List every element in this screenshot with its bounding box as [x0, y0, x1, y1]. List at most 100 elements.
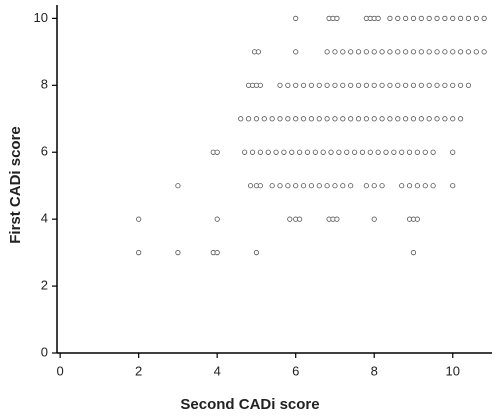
point	[442, 49, 448, 55]
point	[465, 15, 472, 21]
x-tick-label: 2	[135, 363, 142, 378]
point	[387, 49, 393, 55]
point	[426, 15, 432, 21]
point	[457, 15, 464, 21]
point	[375, 15, 381, 21]
point	[410, 82, 417, 88]
point	[379, 183, 385, 189]
point	[457, 82, 464, 88]
point	[136, 216, 142, 222]
point	[418, 82, 424, 88]
point	[418, 49, 424, 55]
point	[399, 183, 405, 189]
point	[426, 82, 432, 88]
point	[336, 149, 342, 155]
point	[379, 82, 385, 88]
point	[253, 250, 260, 256]
point	[334, 15, 340, 21]
point	[395, 82, 401, 88]
point	[257, 183, 263, 189]
point	[383, 149, 389, 155]
point	[430, 149, 436, 155]
point	[465, 82, 472, 88]
point	[418, 116, 424, 122]
x-tick-label: 0	[57, 363, 64, 378]
point	[332, 82, 338, 88]
point	[403, 116, 409, 122]
point	[253, 116, 260, 122]
point	[340, 116, 346, 122]
point	[375, 149, 381, 155]
point	[426, 116, 432, 122]
point	[363, 116, 369, 122]
point	[300, 82, 307, 88]
point	[363, 82, 369, 88]
x-tick-label: 8	[371, 363, 378, 378]
point	[297, 149, 303, 155]
point	[348, 116, 354, 122]
point	[304, 149, 311, 155]
point	[308, 183, 315, 189]
point	[481, 15, 487, 21]
point	[450, 15, 456, 21]
point	[414, 183, 421, 189]
point	[363, 183, 369, 189]
point	[300, 183, 307, 189]
point	[418, 15, 424, 21]
point	[348, 183, 354, 189]
y-tick-label: 10	[34, 10, 48, 25]
point	[247, 183, 254, 189]
point	[289, 149, 295, 155]
point	[457, 49, 464, 55]
point	[273, 149, 279, 155]
point	[387, 15, 393, 21]
point	[175, 183, 181, 189]
point	[320, 149, 326, 155]
point	[340, 82, 346, 88]
point	[399, 149, 405, 155]
point	[285, 116, 291, 122]
point	[450, 149, 456, 155]
point	[269, 116, 275, 122]
point	[214, 216, 220, 222]
point	[293, 82, 299, 88]
point	[355, 116, 362, 122]
point	[308, 116, 315, 122]
point	[328, 149, 334, 155]
point	[434, 49, 440, 55]
point	[430, 183, 436, 189]
y-tick-label: 4	[41, 211, 48, 226]
point	[238, 116, 244, 122]
point	[434, 116, 440, 122]
point	[450, 116, 456, 122]
x-tick-label: 10	[446, 363, 460, 378]
point	[442, 116, 448, 122]
point	[332, 49, 338, 55]
point	[214, 149, 220, 155]
point	[257, 149, 263, 155]
point	[426, 49, 432, 55]
point	[367, 149, 373, 155]
point	[406, 183, 413, 189]
point	[334, 216, 340, 222]
point	[395, 49, 401, 55]
y-tick-label: 6	[41, 144, 48, 159]
point	[293, 15, 299, 21]
point	[277, 82, 283, 88]
point	[297, 216, 303, 222]
point	[340, 183, 346, 189]
point	[351, 149, 358, 155]
point	[395, 116, 401, 122]
point	[245, 116, 252, 122]
point	[293, 49, 299, 55]
point	[359, 149, 366, 155]
point	[450, 82, 456, 88]
point	[410, 116, 417, 122]
point	[457, 116, 464, 122]
point	[403, 82, 409, 88]
point	[255, 49, 262, 55]
point	[265, 149, 271, 155]
point	[391, 149, 397, 155]
